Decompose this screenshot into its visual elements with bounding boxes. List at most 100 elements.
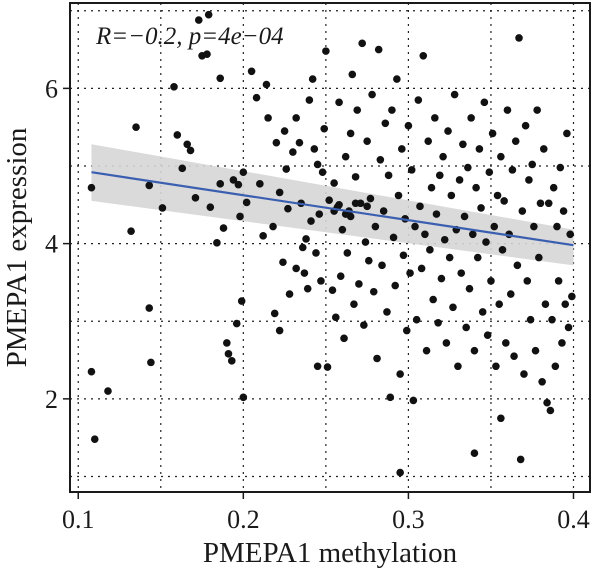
data-point [485,168,494,177]
data-point [502,339,510,347]
data-point [330,179,338,187]
data-point [335,98,343,107]
data-point [237,297,246,305]
data-point [449,303,457,312]
data-point [355,280,363,288]
data-point [104,387,112,395]
data-point [503,106,512,114]
data-point [455,176,464,184]
data-point [472,183,480,192]
data-point [459,140,467,149]
data-point [470,346,479,355]
data-point [351,199,360,208]
data-point [488,129,497,138]
data-point [450,90,459,99]
data-point [426,246,434,254]
data-point [495,300,504,308]
data-point [320,124,329,133]
data-point [173,131,182,139]
data-point [87,183,96,192]
data-point [439,152,447,161]
data-point [431,114,439,122]
data-point [325,196,333,204]
data-point [256,180,264,188]
data-point [303,284,312,293]
data-point [561,300,570,308]
data-point [338,225,347,234]
data-point [521,121,530,130]
data-point [384,171,393,180]
data-point [497,414,505,423]
data-point [531,346,540,355]
data-point [312,249,320,257]
data-point [284,204,292,213]
data-point [523,277,532,285]
data-point [424,137,433,145]
data-point [559,207,568,215]
data-point [350,300,358,308]
data-point [528,160,537,169]
data-point [480,98,489,107]
data-point [285,290,294,298]
data-point [313,160,322,169]
data-point [553,222,561,231]
data-point [262,80,271,89]
data-point [386,393,395,402]
data-point [526,315,535,324]
data-point [383,308,391,316]
data-point [292,264,300,273]
regression-line-group [91,171,574,247]
data-point [558,339,566,347]
data-point [361,238,370,246]
data-point [132,123,140,131]
correlation-annotation: R=−0.2, p=4e−04 [95,23,284,50]
data-point [464,163,472,172]
data-point [310,145,319,153]
data-point [391,281,400,290]
data-point [318,168,327,177]
y-axis-title: PMEPA1 expression [1,127,33,367]
data-point [127,227,135,235]
data-point [402,326,411,335]
data-point [289,148,297,156]
data-point [465,284,474,293]
data-point [272,138,281,147]
x-tick-label: 0.2 [227,505,260,534]
data-point [317,277,325,285]
data-point [358,39,366,48]
data-point [186,146,195,155]
data-point [490,222,499,231]
data-point [295,138,304,147]
data-point [374,45,383,54]
data-point [549,183,558,192]
data-point [564,323,573,332]
data-point [393,75,401,83]
data-point [340,334,348,343]
data-point [298,243,307,252]
data-point [478,308,487,316]
data-point [536,199,545,208]
data-point [178,164,187,173]
data-point [170,83,178,91]
data-point [239,393,248,402]
data-point [539,145,548,153]
data-point [275,188,284,197]
data-point [145,304,154,312]
data-point [460,212,469,221]
data-point [416,202,424,211]
data-point [346,212,355,221]
data-point [525,176,533,184]
data-point [145,181,154,190]
data-point [457,269,466,277]
data-point [513,261,522,270]
data-point [269,222,277,231]
data-point [373,354,381,363]
data-point [353,106,362,114]
data-point [363,202,371,211]
data-point [191,194,200,202]
data-point [409,396,418,405]
data-point [204,10,213,19]
data-point [335,201,343,209]
data-point [511,137,520,145]
data-point [216,74,225,83]
